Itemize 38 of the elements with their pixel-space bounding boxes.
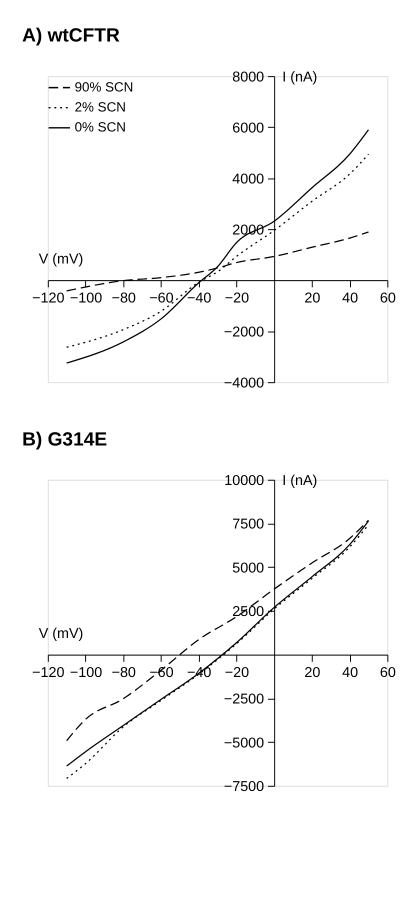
y-axis-title: I (nA)	[282, 69, 318, 86]
y-tick-label: −5000	[224, 735, 264, 752]
y-tick-label: 10000	[224, 473, 264, 490]
y-tick-label: 5000	[232, 560, 264, 576]
y-axis-title: I (nA)	[282, 473, 318, 490]
x-tick-label: −20	[224, 665, 250, 682]
legend-label: 0% SCN	[74, 120, 126, 135]
y-tick-label: 8000	[232, 69, 264, 86]
x-tick-label: 20	[304, 665, 320, 682]
chart-title: B) G314E	[22, 429, 108, 450]
x-tick-label: −100	[70, 290, 102, 307]
x-tick-label: −120	[32, 665, 64, 682]
x-tick-label: −100	[70, 665, 102, 682]
x-tick-label: −120	[32, 290, 64, 307]
x-axis-title: V (mV)	[38, 251, 84, 268]
y-tick-label: −4000	[224, 375, 264, 392]
y-tick-label: −2500	[224, 692, 264, 708]
y-tick-label: −2000	[224, 324, 264, 340]
x-tick-label: −40	[187, 290, 212, 307]
x-tick-label: −80	[112, 665, 136, 682]
y-tick-label: 4000	[232, 171, 264, 188]
y-tick-label: 7500	[232, 516, 264, 533]
y-tick-label: 2500	[232, 604, 264, 620]
x-axis-title: V (mV)	[38, 626, 84, 642]
x-tick-label: 60	[380, 665, 396, 682]
y-tick-label: 6000	[232, 120, 264, 136]
x-tick-label: 40	[342, 290, 358, 307]
x-tick-label: 40	[342, 665, 358, 682]
x-tick-label: 20	[304, 290, 320, 307]
legend-label: 2% SCN	[74, 100, 126, 115]
x-tick-label: −20	[224, 290, 250, 307]
legend-label: 90% SCN	[74, 79, 134, 94]
y-tick-label: −7500	[224, 779, 264, 796]
x-tick-label: −60	[149, 665, 174, 682]
x-tick-label: 60	[380, 290, 396, 307]
x-tick-label: −60	[149, 290, 174, 307]
x-tick-label: −80	[112, 290, 136, 307]
chart-title: A) wtCFTR	[22, 26, 120, 47]
